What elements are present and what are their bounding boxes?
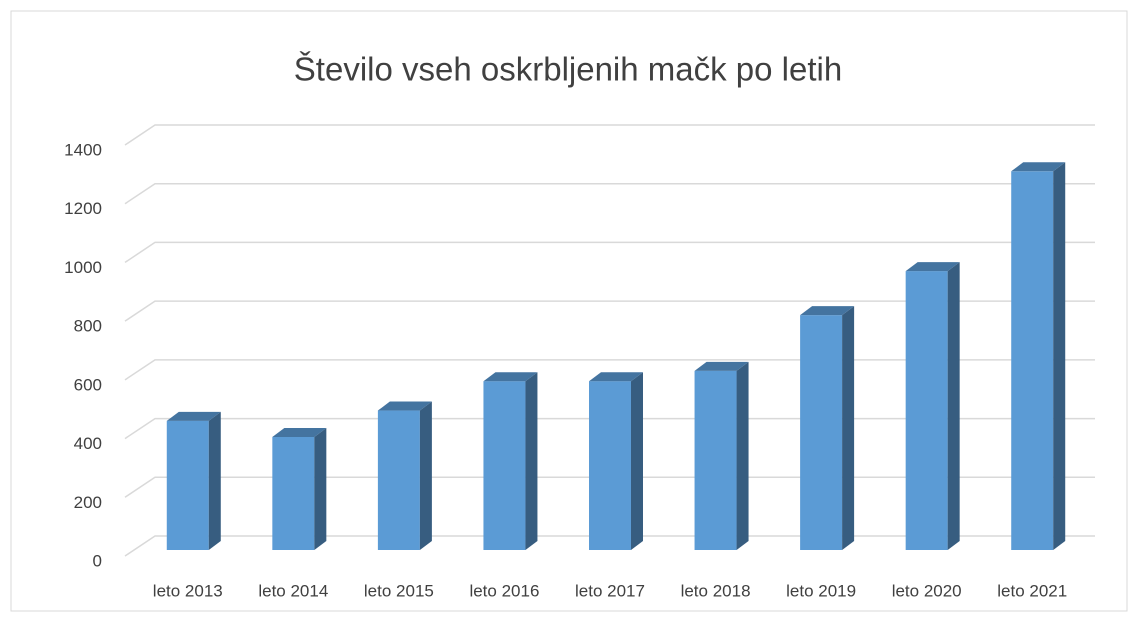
bar-top [272,427,327,437]
x-tick-label: leto 2015 [364,581,434,600]
bar-side [208,411,221,550]
grid-line [124,300,1095,322]
bar-side [736,361,749,550]
bar-top [589,372,643,382]
x-tick-label: leto 2019 [786,581,856,600]
bar [272,436,315,550]
grid-line [124,182,1095,205]
y-tick-label: 600 [74,375,102,394]
y-tick-label: 1200 [64,199,102,218]
y-tick-label: 400 [74,434,102,453]
bar [166,420,209,550]
bar-side [842,306,855,550]
bar-top [905,262,960,272]
chart-title: Število vseh oskrbljenih mačk po letih [294,51,842,88]
x-tick-label: leto 2018 [681,581,751,600]
grid-line [124,535,1095,557]
x-tick-label: leto 2021 [997,581,1067,600]
y-tick-label: 200 [74,493,102,512]
bar-side [419,401,432,550]
grid-line [124,124,1095,146]
bar-top [1011,162,1066,172]
bar [800,315,843,550]
bar-top [377,401,432,411]
bar-side [314,427,327,550]
bar-top [166,411,221,421]
grid-line [124,359,1095,381]
bar-top [483,372,538,382]
bar-side [631,372,643,550]
grid-line [124,417,1095,440]
y-tick-label: 0 [93,551,102,570]
bar-top [800,306,855,316]
y-tick-label: 800 [74,317,102,336]
bar-top [694,361,749,371]
x-tick-label: leto 2017 [575,581,645,600]
grid-line [124,241,1095,264]
grid-line [124,476,1095,498]
bar-side [947,262,960,550]
bar [377,410,420,550]
bar [589,381,631,550]
x-tick-label: leto 2020 [892,581,962,600]
y-tick-label: 1400 [64,140,102,159]
x-tick-label: leto 2016 [469,581,539,600]
x-tick-label: leto 2014 [258,581,328,600]
bar-side [1053,162,1066,551]
bar [694,370,737,550]
bar-side [525,372,538,550]
x-tick-label: leto 2013 [153,581,223,600]
y-tick-label: 1000 [64,258,102,277]
bar [905,271,948,550]
chart-frame [10,10,1128,612]
bar [483,381,526,550]
bar [1011,171,1054,551]
